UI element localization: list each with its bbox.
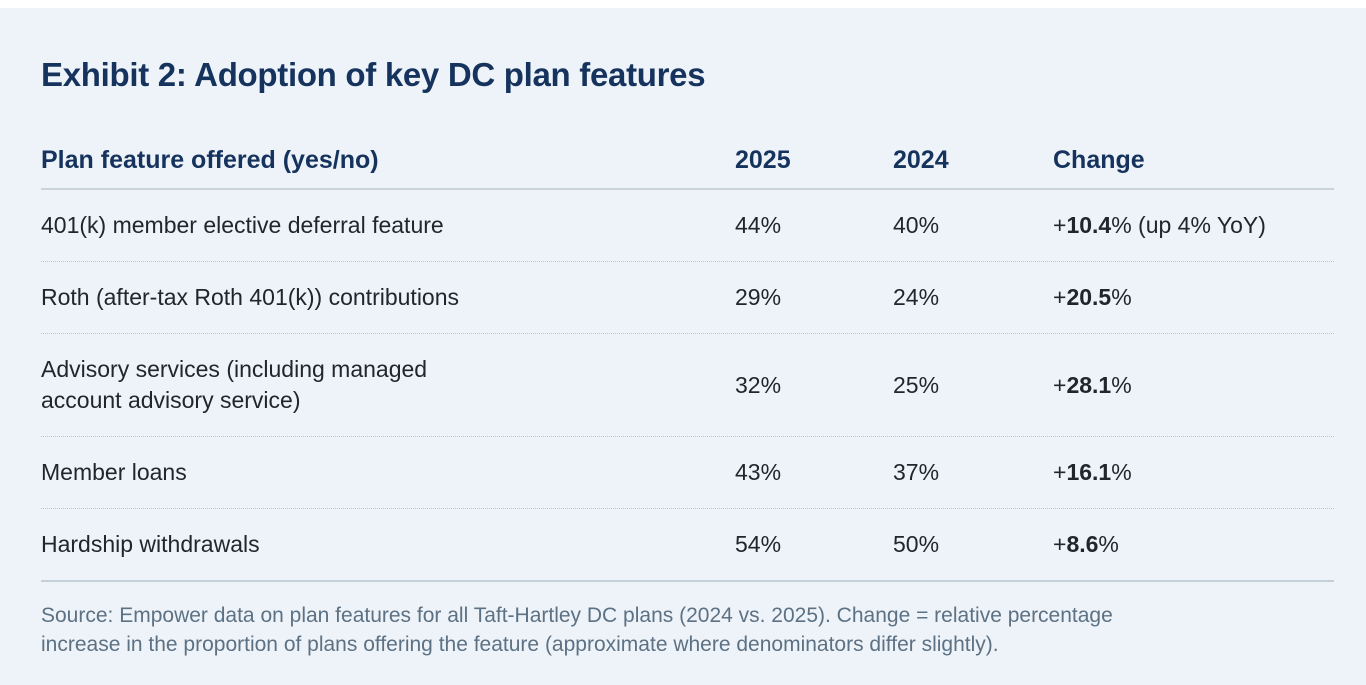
exhibit-title: Exhibit 2: Adoption of key DC plan featu… bbox=[41, 56, 706, 93]
change-value: 8.6 bbox=[1066, 531, 1099, 557]
change-sign: + bbox=[1053, 371, 1067, 398]
feature-cell: Member loans bbox=[41, 459, 187, 485]
table-row-401k-deferral: 401(k) member elective deferral feature … bbox=[41, 190, 1334, 262]
source-note: Source: Empower data on plan features fo… bbox=[41, 604, 1113, 656]
change-sign: + bbox=[1053, 212, 1067, 238]
change-value: 28.1 bbox=[1066, 371, 1112, 398]
change-suffix: % bbox=[1111, 459, 1132, 485]
value-2025-cell: 43% bbox=[735, 459, 782, 485]
change-suffix: % (up 4% YoY) bbox=[1111, 212, 1266, 238]
change-value: 20.5 bbox=[1066, 284, 1112, 310]
change-value: 16.1 bbox=[1066, 459, 1112, 485]
value-2025-cell: 54% bbox=[735, 531, 782, 557]
value-2025-cell: 44% bbox=[735, 212, 782, 238]
value-2024-cell: 37% bbox=[893, 459, 940, 485]
feature-cell: Advisory services (including managed acc… bbox=[41, 356, 428, 413]
table-header-row: Plan feature offered (yes/no) 2025 2024 … bbox=[41, 145, 1334, 190]
change-sign: + bbox=[1053, 531, 1067, 557]
table-row-advisory-services: Advisory services (including managed acc… bbox=[41, 334, 1334, 437]
change-sign: + bbox=[1053, 459, 1067, 485]
change-suffix: % bbox=[1111, 371, 1132, 398]
exhibit-content: Exhibit 2: Adoption of key DC plan featu… bbox=[0, 55, 1366, 659]
change-cell: +16.1% bbox=[1053, 459, 1334, 486]
column-header-change: Change bbox=[1053, 146, 1145, 174]
change-value: 10.4 bbox=[1066, 212, 1112, 238]
column-header-feature: Plan feature offered (yes/no) bbox=[41, 146, 379, 174]
table-row-hardship-withdrawals: Hardship withdrawals 54% 50% +8.6% bbox=[41, 509, 1334, 582]
top-white-strip bbox=[0, 0, 1366, 8]
value-2025-cell: 29% bbox=[735, 284, 782, 310]
value-2025-cell: 32% bbox=[735, 371, 782, 398]
value-2024-cell: 24% bbox=[893, 284, 940, 310]
change-suffix: % bbox=[1111, 284, 1132, 310]
change-suffix: % bbox=[1098, 531, 1119, 557]
column-header-2024: 2024 bbox=[893, 146, 949, 174]
change-cell: +8.6% bbox=[1053, 531, 1334, 558]
feature-cell: Roth (after-tax Roth 401(k)) contributio… bbox=[41, 284, 460, 310]
feature-cell: 401(k) member elective deferral feature bbox=[41, 212, 444, 238]
table-row-roth-contributions: Roth (after-tax Roth 401(k)) contributio… bbox=[41, 262, 1334, 334]
table-row-member-loans: Member loans 43% 37% +16.1% bbox=[41, 437, 1334, 509]
column-header-2025: 2025 bbox=[735, 146, 791, 174]
feature-cell: Hardship withdrawals bbox=[41, 531, 260, 557]
change-cell: +28.1% bbox=[1053, 372, 1334, 399]
change-sign: + bbox=[1053, 284, 1067, 310]
change-cell: +20.5% bbox=[1053, 284, 1334, 311]
value-2024-cell: 40% bbox=[893, 212, 940, 238]
plan-features-table: Plan feature offered (yes/no) 2025 2024 … bbox=[41, 145, 1334, 582]
change-cell: +10.4% (up 4% YoY) bbox=[1053, 212, 1334, 239]
value-2024-cell: 50% bbox=[893, 531, 940, 557]
value-2024-cell: 25% bbox=[893, 371, 940, 398]
